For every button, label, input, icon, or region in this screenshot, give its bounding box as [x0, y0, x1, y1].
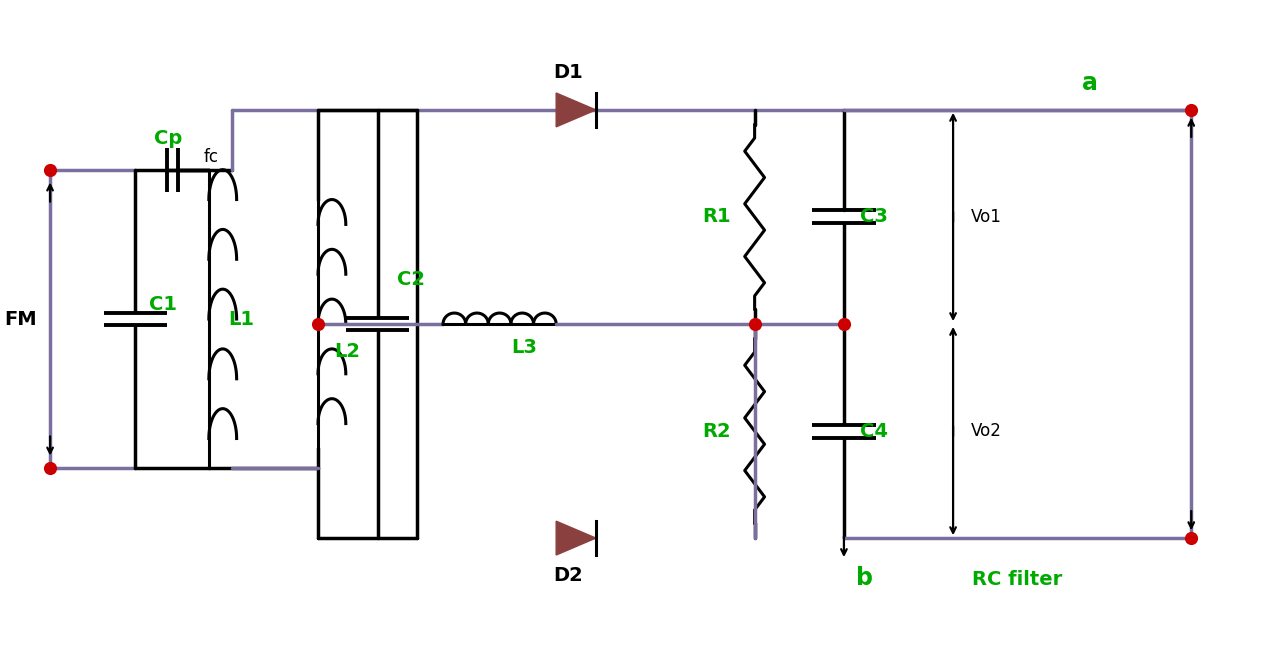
Polygon shape: [556, 521, 595, 555]
Text: L1: L1: [228, 309, 255, 329]
Text: C1: C1: [149, 295, 177, 314]
Text: R2: R2: [703, 422, 731, 441]
Text: C3: C3: [859, 208, 887, 227]
Text: b: b: [856, 566, 873, 590]
Text: D2: D2: [553, 566, 583, 585]
Point: [40, 165, 60, 175]
Point: [1181, 105, 1201, 115]
Text: a: a: [1082, 71, 1098, 95]
Point: [307, 319, 328, 329]
Text: RC filter: RC filter: [973, 570, 1063, 589]
Text: L3: L3: [511, 338, 537, 357]
Text: FM: FM: [4, 309, 37, 329]
Text: C4: C4: [859, 422, 887, 441]
Text: Vo1: Vo1: [972, 208, 1002, 226]
Point: [40, 463, 60, 473]
Text: Cp: Cp: [154, 129, 182, 148]
Text: R1: R1: [703, 208, 731, 227]
Text: Vo2: Vo2: [972, 422, 1002, 440]
Text: L2: L2: [334, 342, 360, 361]
Text: fc: fc: [204, 148, 219, 166]
Point: [834, 319, 854, 329]
Polygon shape: [556, 93, 595, 127]
Point: [1181, 533, 1201, 544]
Text: D1: D1: [553, 63, 583, 82]
Point: [745, 319, 765, 329]
Text: C2: C2: [398, 270, 426, 289]
